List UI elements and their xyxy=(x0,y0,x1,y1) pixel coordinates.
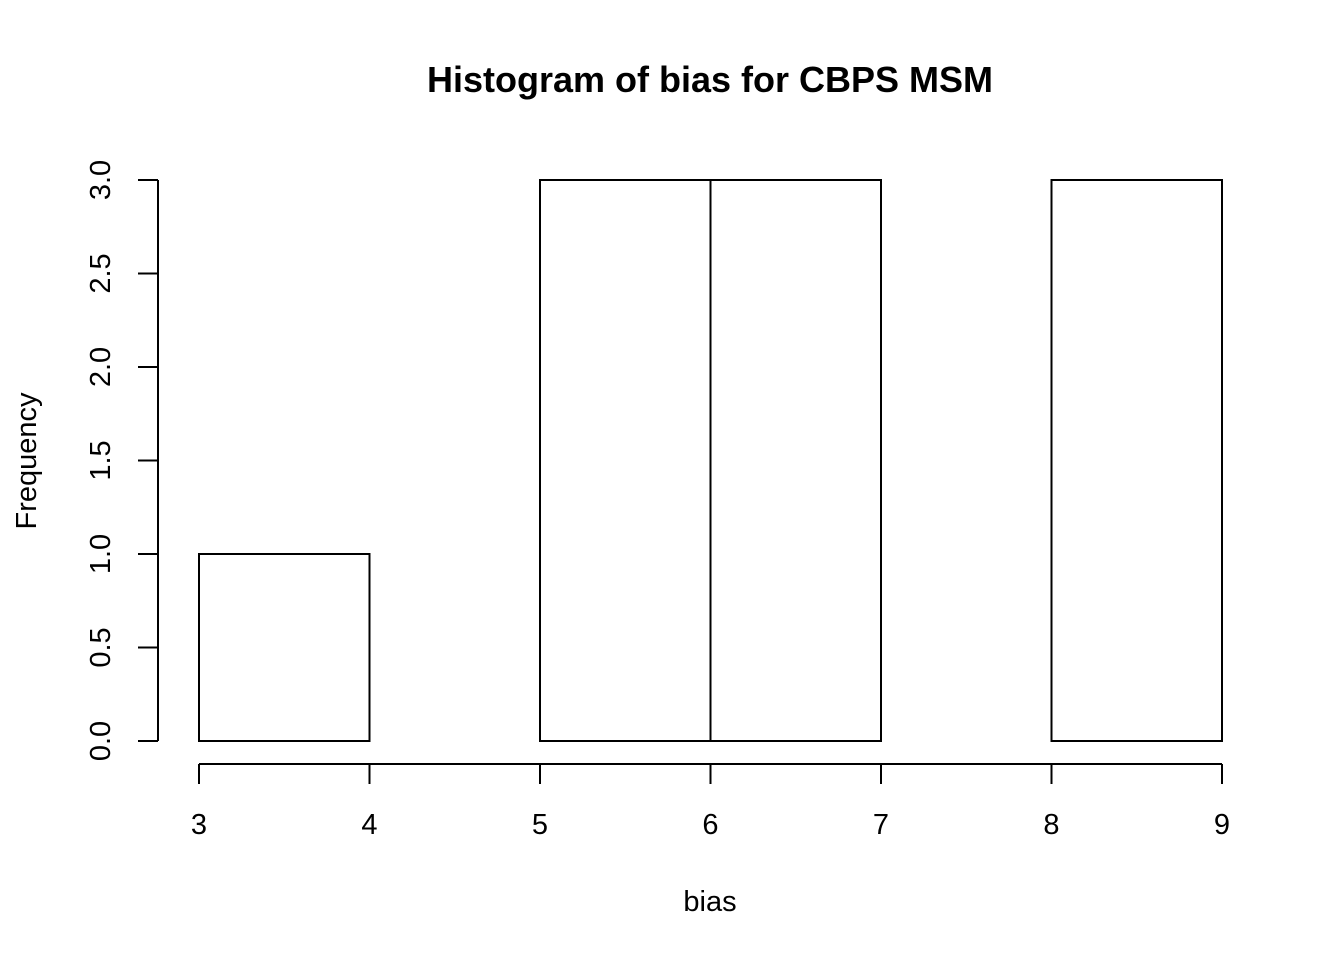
x-tick-label: 4 xyxy=(361,809,377,841)
y-tick-label: 2.0 xyxy=(85,347,117,387)
x-tick-label: 6 xyxy=(702,809,718,841)
x-axis: 3 4 5 6 7 8 9 xyxy=(191,763,1230,841)
chart-title: Histogram of bias for CBPS MSM xyxy=(427,59,993,100)
y-tick-label: 0.5 xyxy=(85,627,117,667)
y-tick-label: 1.0 xyxy=(85,534,117,574)
bar-bin-3 xyxy=(539,179,712,742)
bars-group xyxy=(198,179,1223,742)
x-axis-label: bias xyxy=(683,886,736,918)
y-axis-label: Frequency xyxy=(11,392,43,530)
bar-bin-4 xyxy=(709,179,882,742)
y-tick-label: 3.0 xyxy=(85,160,117,200)
y-axis: 0.0 0.5 1.0 1.5 2.0 2.5 3.0 xyxy=(85,160,159,761)
x-tick-label: 7 xyxy=(873,809,889,841)
bar-bin-6 xyxy=(1050,179,1223,742)
x-tick-label: 9 xyxy=(1214,809,1230,841)
y-tick-label: 2.5 xyxy=(85,253,117,293)
x-tick-label: 3 xyxy=(191,809,207,841)
x-tick-label: 8 xyxy=(1043,809,1059,841)
y-tick-label: 0.0 xyxy=(85,721,117,761)
bar-bin-1 xyxy=(198,553,371,742)
y-tick-label: 1.5 xyxy=(85,440,117,480)
x-tick-label: 5 xyxy=(532,809,548,841)
